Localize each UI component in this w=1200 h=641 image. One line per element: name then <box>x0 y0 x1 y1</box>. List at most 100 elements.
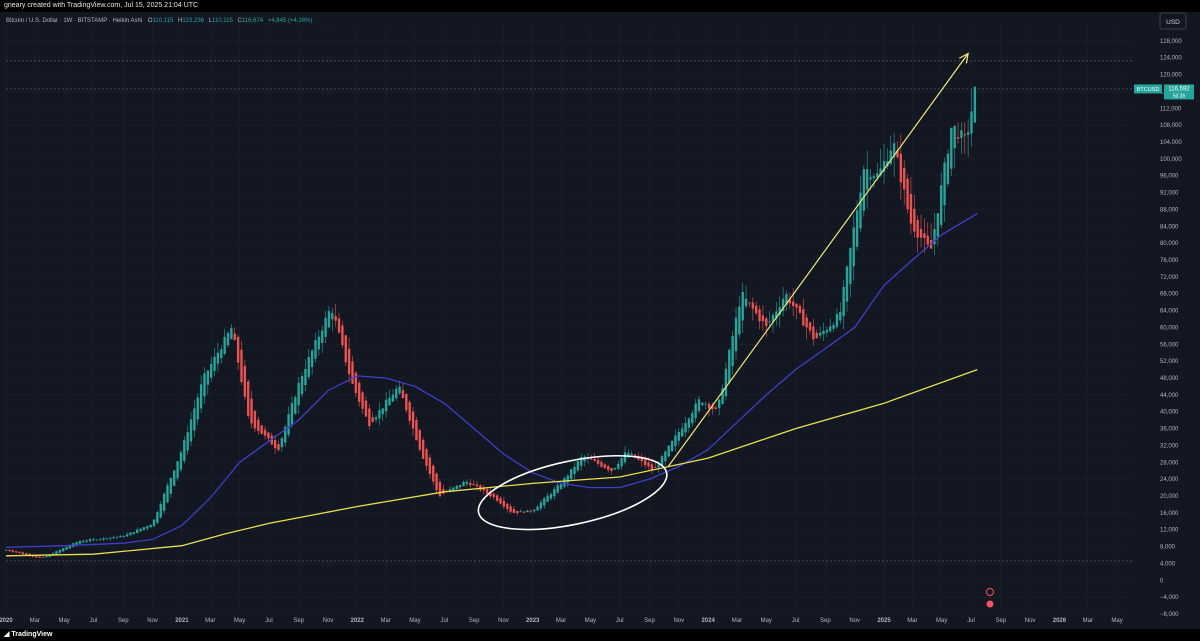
candle-body <box>596 460 600 464</box>
candle-body <box>781 298 785 312</box>
candle-body <box>125 534 129 537</box>
candle-body <box>189 419 193 442</box>
candle-body <box>815 332 818 339</box>
candle-body <box>469 482 472 486</box>
candle-body <box>627 453 630 458</box>
candle-body <box>223 336 226 354</box>
candle-body <box>748 302 751 304</box>
earnings-event-icon[interactable] <box>986 600 994 608</box>
candle-body <box>395 388 398 399</box>
candle-body <box>613 468 617 470</box>
candle-body <box>448 489 452 492</box>
legend-high: 123,236 <box>182 18 204 24</box>
drawings-layer[interactable] <box>472 52 969 544</box>
candle-body <box>277 444 280 450</box>
candle-body <box>273 439 277 449</box>
candle-body <box>38 556 41 558</box>
price-tick-label: 8,000 <box>1160 545 1176 551</box>
candle-body <box>216 352 220 364</box>
legend-low: 110,115 <box>212 18 233 24</box>
candle-body <box>297 382 300 406</box>
candle-body <box>529 511 532 512</box>
candle-body <box>62 548 65 552</box>
candle-body <box>704 403 707 405</box>
tradingview-brand: TradingView <box>11 631 53 638</box>
price-chart[interactable]: Bitcoin / U.S. Dollar · 1W · BITSTAMP · … <box>0 12 1200 629</box>
price-tick-label: 0 <box>1160 578 1164 584</box>
candle-body <box>122 536 125 538</box>
candle-body <box>556 485 559 493</box>
candle-body <box>11 550 14 552</box>
candles-layer[interactable] <box>4 86 977 558</box>
candle-body <box>509 506 512 512</box>
time-tick-label: Jul <box>616 618 624 624</box>
candle-body <box>862 169 866 211</box>
candle-body <box>183 439 186 461</box>
candle-body <box>960 130 963 138</box>
time-tick-label: Jul <box>440 618 448 624</box>
candle-body <box>260 425 263 434</box>
time-axis[interactable]: 2020 Mar May Jul Sep Nov 2021 Mar May Jul Sep Nov 20… <box>0 618 1123 624</box>
candle-body <box>193 408 196 431</box>
candle-body <box>539 502 543 509</box>
moving-averages <box>5 213 978 557</box>
candle-body <box>401 390 405 399</box>
candle-body <box>287 414 290 435</box>
candle-body <box>677 431 680 441</box>
time-tick-label: Mar <box>380 618 390 624</box>
candle-body <box>664 451 667 462</box>
candle-body <box>129 532 132 536</box>
time-tick-label: Mar <box>30 618 40 624</box>
price-tick-label: 104,000 <box>1160 140 1182 146</box>
candle-body <box>18 551 21 554</box>
price-axis[interactable]: −8,000 −4,000 0 4,000 8,000 12,000 16,000 20,00… <box>1160 22 1182 618</box>
event-icons[interactable] <box>986 588 994 608</box>
candle-body <box>82 540 85 543</box>
candle-body <box>707 403 711 409</box>
candle-body <box>210 363 213 378</box>
candle-body <box>906 178 909 210</box>
candle-body <box>647 462 650 467</box>
time-tick-label: 2020 <box>0 618 13 624</box>
candle-body <box>761 315 765 322</box>
candle-body <box>670 441 674 452</box>
candle-body <box>280 438 284 448</box>
candle-body <box>337 318 341 333</box>
candle-body <box>307 357 310 378</box>
candle-body <box>923 233 926 239</box>
candle-body <box>176 461 179 479</box>
candle-body <box>58 549 62 553</box>
time-tick-label: Sep <box>995 618 1006 624</box>
time-tick-label: Sep <box>469 618 480 624</box>
candle-body <box>78 541 82 544</box>
candle-body <box>398 386 401 394</box>
dividend-event-icon[interactable] <box>986 588 994 596</box>
candle-body <box>425 449 428 466</box>
candle-body <box>697 399 701 411</box>
candle-body <box>196 397 199 420</box>
trend-arrow-head <box>959 52 969 64</box>
candle-body <box>263 429 267 436</box>
currency-button[interactable]: USD <box>1159 12 1187 30</box>
price-tick-label: 36,000 <box>1160 427 1179 433</box>
candle-body <box>432 465 435 482</box>
candle-body <box>8 549 11 551</box>
time-tick-label: Mar <box>556 618 566 624</box>
price-tick-label: 68,000 <box>1160 292 1179 298</box>
legend-symbol: Bitcoin / U.S. Dollar · 1W · BITSTAMP · … <box>6 18 142 24</box>
tradingview-logo[interactable]: ◢ TradingView <box>4 629 52 641</box>
candle-body <box>526 510 529 513</box>
candle-body <box>411 411 415 429</box>
price-tick-label: 52,000 <box>1160 359 1179 365</box>
candle-body <box>213 356 216 371</box>
candle-body <box>149 524 152 528</box>
candle-body <box>102 537 105 540</box>
candle-body <box>186 432 189 451</box>
candle-body <box>674 435 677 447</box>
candle-body <box>765 318 768 326</box>
time-tick-label: 2021 <box>175 618 189 624</box>
price-tick-label: 100,000 <box>1160 157 1182 163</box>
price-tag-symbol: BTCUSD <box>1137 87 1160 93</box>
candle-body <box>859 192 862 229</box>
price-tick-label: 12,000 <box>1160 528 1179 534</box>
